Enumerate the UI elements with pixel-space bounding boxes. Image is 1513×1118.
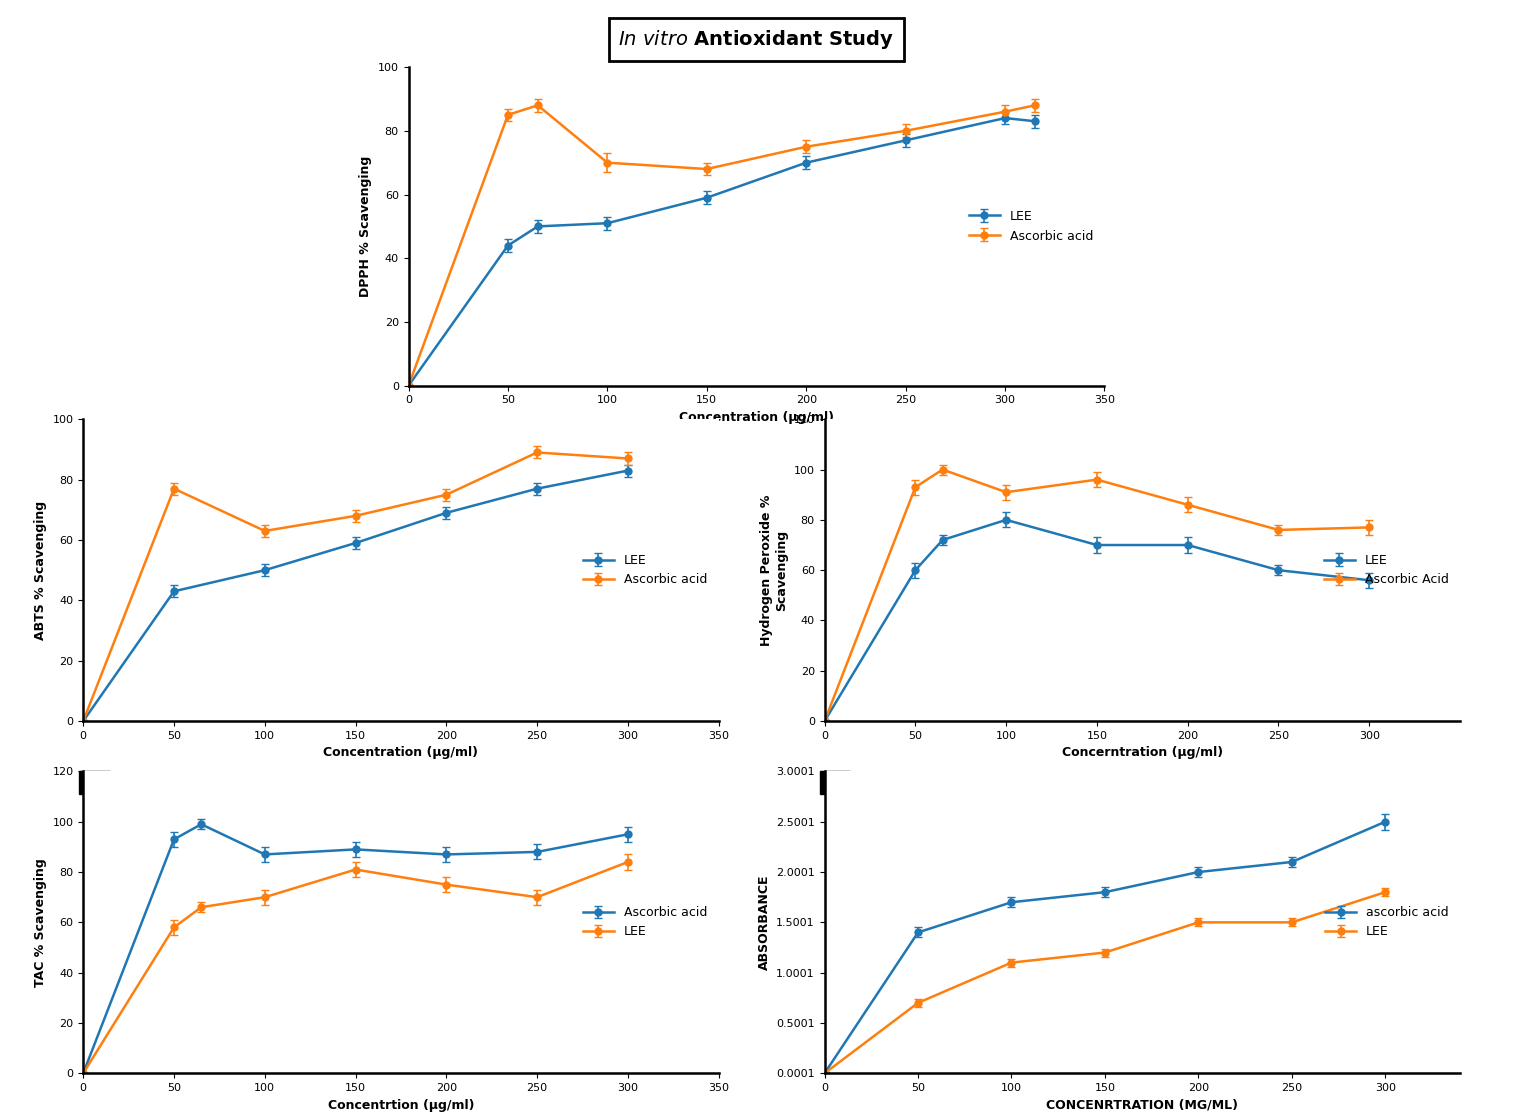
Text: (a): (a) [409, 443, 431, 457]
Y-axis label: TAC % Scavenging: TAC % Scavenging [33, 858, 47, 987]
Y-axis label: DPPH % Scavenging: DPPH % Scavenging [359, 155, 372, 297]
X-axis label: Concerntration (μg/ml): Concerntration (μg/ml) [1062, 747, 1223, 759]
Y-axis label: ABSORBANCE: ABSORBANCE [758, 874, 770, 970]
Text: (c): (c) [825, 776, 846, 789]
Legend: Ascorbic acid, LEE: Ascorbic acid, LEE [578, 901, 713, 944]
X-axis label: CONCENRTRATION (MG/ML): CONCENRTRATION (MG/ML) [1047, 1099, 1238, 1111]
Legend: LEE, Ascorbic acid: LEE, Ascorbic acid [964, 206, 1098, 247]
Text: $\it{In\ vitro}$ Antioxidant Study: $\it{In\ vitro}$ Antioxidant Study [619, 28, 894, 51]
Legend: ascorbic acid, LEE: ascorbic acid, LEE [1319, 901, 1454, 944]
X-axis label: Concentration (μg/ml): Concentration (μg/ml) [679, 411, 834, 424]
Legend: LEE, Ascorbic Acid: LEE, Ascorbic Acid [1319, 549, 1454, 591]
Legend: LEE, Ascorbic acid: LEE, Ascorbic acid [578, 549, 713, 591]
X-axis label: Concentrtion (μg/ml): Concentrtion (μg/ml) [328, 1099, 474, 1111]
Y-axis label: ABTS % Scavenging: ABTS % Scavenging [33, 501, 47, 639]
Y-axis label: Hydrogen Peroxide %
Scavenging: Hydrogen Peroxide % Scavenging [760, 494, 788, 646]
Text: (b): (b) [83, 776, 106, 789]
X-axis label: Concentration (μg/ml): Concentration (μg/ml) [324, 747, 478, 759]
